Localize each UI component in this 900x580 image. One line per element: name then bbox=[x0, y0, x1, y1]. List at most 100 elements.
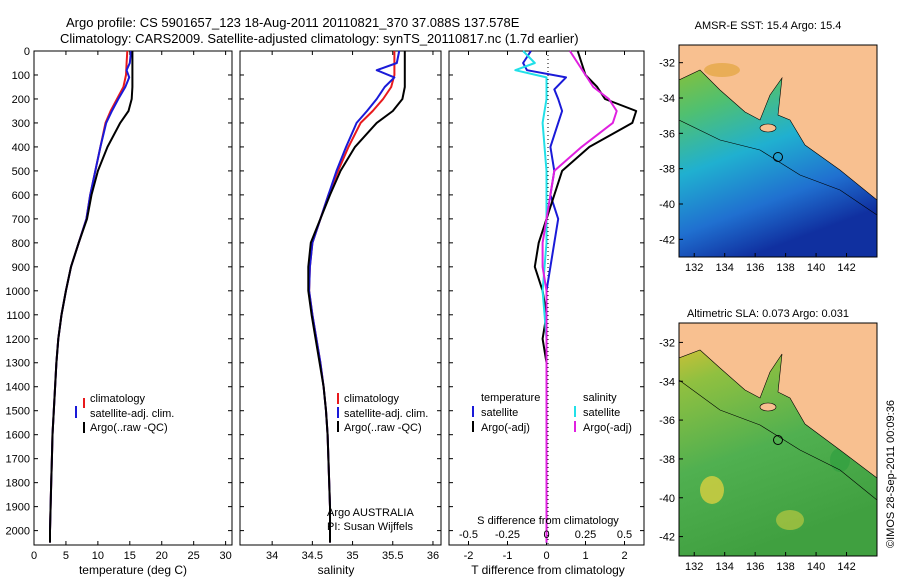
x-tick-label: 5 bbox=[63, 550, 69, 562]
x-tick-label: 0 bbox=[543, 550, 549, 562]
x-tick-label: 2 bbox=[621, 550, 627, 562]
legend-label-clim: climatology bbox=[90, 393, 146, 405]
map-x-tick-label: 132 bbox=[685, 561, 703, 573]
s-top-tick-label: 0.25 bbox=[575, 529, 596, 541]
y-tick-label: 200 bbox=[12, 94, 30, 106]
sla-map-title: Altimetric SLA: 0.073 Argo: 0.031 bbox=[687, 308, 849, 320]
y-tick-label: 1300 bbox=[6, 358, 30, 370]
map-y-tick-label: -36 bbox=[659, 128, 675, 140]
x-tick-label: 10 bbox=[92, 550, 104, 562]
x-tick-label: -2 bbox=[464, 550, 474, 562]
series-line-salinity-argo-adj- bbox=[541, 50, 618, 543]
x-tick-label: 25 bbox=[188, 550, 200, 562]
map-x-tick-label: 138 bbox=[776, 262, 794, 274]
s-top-tick-label: 0.5 bbox=[617, 529, 632, 541]
x-tick-label: 36 bbox=[427, 550, 439, 562]
difference-xlabel: T difference from climatology bbox=[471, 563, 625, 577]
y-tick-label: 1800 bbox=[6, 478, 30, 490]
kangaroo-island-2 bbox=[759, 402, 777, 412]
y-tick-label: 500 bbox=[12, 166, 30, 178]
map-y-tick-label: -38 bbox=[659, 164, 675, 176]
sla-land bbox=[679, 323, 877, 479]
y-tick-label: 1400 bbox=[6, 382, 30, 394]
sst-land bbox=[679, 45, 877, 201]
map-x-tick-label: 134 bbox=[716, 561, 734, 573]
s-top-tick-label: -0.25 bbox=[495, 529, 520, 541]
x-tick-label: 34.5 bbox=[302, 550, 323, 562]
map-y-tick-label: -40 bbox=[659, 493, 675, 505]
imos-stamp: ©IMOS 28-Sep-2011 00:09:36 bbox=[885, 400, 897, 548]
s-top-tick-label: -0.5 bbox=[459, 529, 478, 541]
difference-panel: -2 -1 0 1 2 temperature salinity satellite A… bbox=[448, 50, 645, 577]
map-x-tick-label: 142 bbox=[837, 561, 855, 573]
y-tick-label: 1000 bbox=[6, 286, 30, 298]
map-y-tick-label: -42 bbox=[659, 234, 675, 246]
map-x-tick-label: 140 bbox=[807, 561, 825, 573]
map-x-tick-label: 142 bbox=[837, 262, 855, 274]
map-x-tick-label: 140 bbox=[807, 262, 825, 274]
x-tick-label: 20 bbox=[156, 550, 168, 562]
y-tick-label: 1900 bbox=[6, 502, 30, 514]
legend-label-sat: satellite-adj. clim. bbox=[344, 408, 428, 420]
legend-label-s-sat: satellite bbox=[583, 407, 620, 419]
legend-label-argo: Argo(..raw -QC) bbox=[344, 422, 422, 434]
map-x-tick-label: 136 bbox=[746, 561, 764, 573]
legend-salinity-head: salinity bbox=[583, 392, 617, 404]
sla-isobath bbox=[679, 379, 877, 501]
y-tick-label: 100 bbox=[12, 70, 30, 82]
series-line-argo-raw-qc- bbox=[49, 51, 134, 543]
x-tick-label: -1 bbox=[503, 550, 513, 562]
x-tick-label: 15 bbox=[124, 550, 136, 562]
salinity-legend: climatology satellite-adj. clim. Argo(..… bbox=[337, 393, 428, 434]
y-tick-label: 400 bbox=[12, 142, 30, 154]
title-line-1: Argo profile: CS 5901657_123 18-Aug-2011… bbox=[66, 15, 520, 30]
salinity-panel: 34 34.5 35 35.5 36 climatology satellite-adj… bbox=[239, 50, 442, 577]
legend-label-clim: climatology bbox=[344, 393, 400, 405]
y-tick-label: 2000 bbox=[6, 526, 30, 538]
temperature-legend: climatology satellite-adj. clim. Argo(..… bbox=[75, 393, 174, 434]
sst-map-frame bbox=[678, 44, 878, 258]
legend-label-t-argo: Argo(-adj) bbox=[481, 422, 530, 434]
map-x-tick-label: 134 bbox=[716, 262, 734, 274]
x-tick-label: 0 bbox=[31, 550, 37, 562]
sla-argo-marker bbox=[773, 435, 783, 445]
legend-temperature-head: temperature bbox=[481, 392, 540, 404]
difference-legend: temperature salinity satellite Argo(-adj… bbox=[472, 392, 632, 434]
sst-argo-marker bbox=[773, 152, 783, 162]
map-y-tick-label: -42 bbox=[659, 532, 675, 544]
sla-eddy-1 bbox=[700, 476, 724, 504]
sla-eddy-2 bbox=[776, 510, 804, 530]
pi-note: PI: Susan Wijffels bbox=[327, 521, 413, 533]
temperature-panel: 0100200300400500600700800900100011001200… bbox=[6, 46, 233, 577]
y-tick-label: 800 bbox=[12, 238, 30, 250]
y-tick-label: 900 bbox=[12, 262, 30, 274]
map-x-tick-label: 136 bbox=[746, 262, 764, 274]
map-y-tick-label: -40 bbox=[659, 199, 675, 211]
map-x-tick-label: 132 bbox=[685, 262, 703, 274]
sla-map: Altimetric SLA: 0.073 Argo: 0.031 132 134… bbox=[659, 308, 878, 573]
sst-map: AMSR-E SST: 15.4 Argo: 15.4 bbox=[659, 20, 878, 274]
s-difference-label: S difference from climatology bbox=[477, 515, 619, 527]
legend-label-sat: satellite-adj. clim. bbox=[90, 408, 174, 420]
y-tick-label: 600 bbox=[12, 190, 30, 202]
legend-label-argo: Argo(..raw -QC) bbox=[90, 422, 168, 434]
map-y-tick-label: -34 bbox=[659, 93, 675, 105]
x-tick-label: 35 bbox=[346, 550, 358, 562]
map-y-tick-label: -32 bbox=[659, 58, 675, 70]
warm-patch bbox=[704, 63, 740, 77]
series-line-argo-raw-qc- bbox=[307, 51, 406, 543]
title-line-2: Climatology: CARS2009. Satellite-adjuste… bbox=[60, 31, 579, 46]
legend-label-s-argo: Argo(-adj) bbox=[583, 422, 632, 434]
temperature-axes-frame bbox=[33, 50, 233, 546]
y-tick-label: 1100 bbox=[6, 310, 30, 322]
x-tick-label: 35.5 bbox=[382, 550, 403, 562]
sla-map-frame bbox=[678, 322, 878, 557]
map-y-tick-label: -36 bbox=[659, 415, 675, 427]
y-tick-label: 1500 bbox=[6, 406, 30, 418]
y-tick-label: 700 bbox=[12, 214, 30, 226]
s-top-tick-label: 0 bbox=[543, 529, 549, 541]
x-tick-label: 30 bbox=[219, 550, 231, 562]
argo-program-note: Argo AUSTRALIA bbox=[327, 507, 414, 519]
x-tick-label: 1 bbox=[582, 550, 588, 562]
